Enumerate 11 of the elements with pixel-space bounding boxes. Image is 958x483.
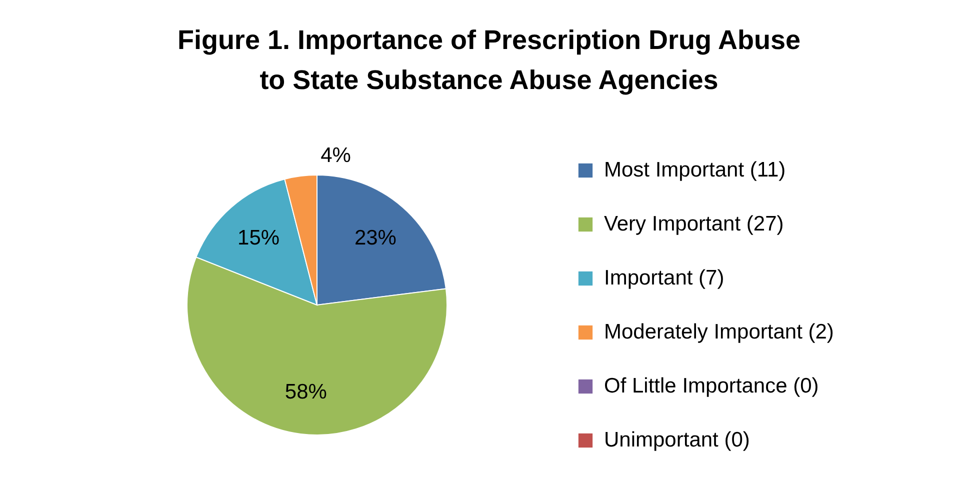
legend-label: Very Important (27) [604,212,784,236]
legend-label: Important (7) [604,266,724,290]
chart-title: Figure 1. Importance of Prescription Drug Abuse to State Substance Abuse Agencies [177,25,801,95]
data-label: 23% [354,226,396,250]
legend-label: Most Important (11) [604,158,786,182]
legend-label: Of Little Importance (0) [604,374,819,398]
legend-label: Unimportant (0) [604,428,750,452]
legend-label: Moderately Important (2) [604,320,834,344]
data-label: 4% [320,144,351,168]
data-label: 58% [284,380,327,404]
data-label: 15% [238,226,280,250]
